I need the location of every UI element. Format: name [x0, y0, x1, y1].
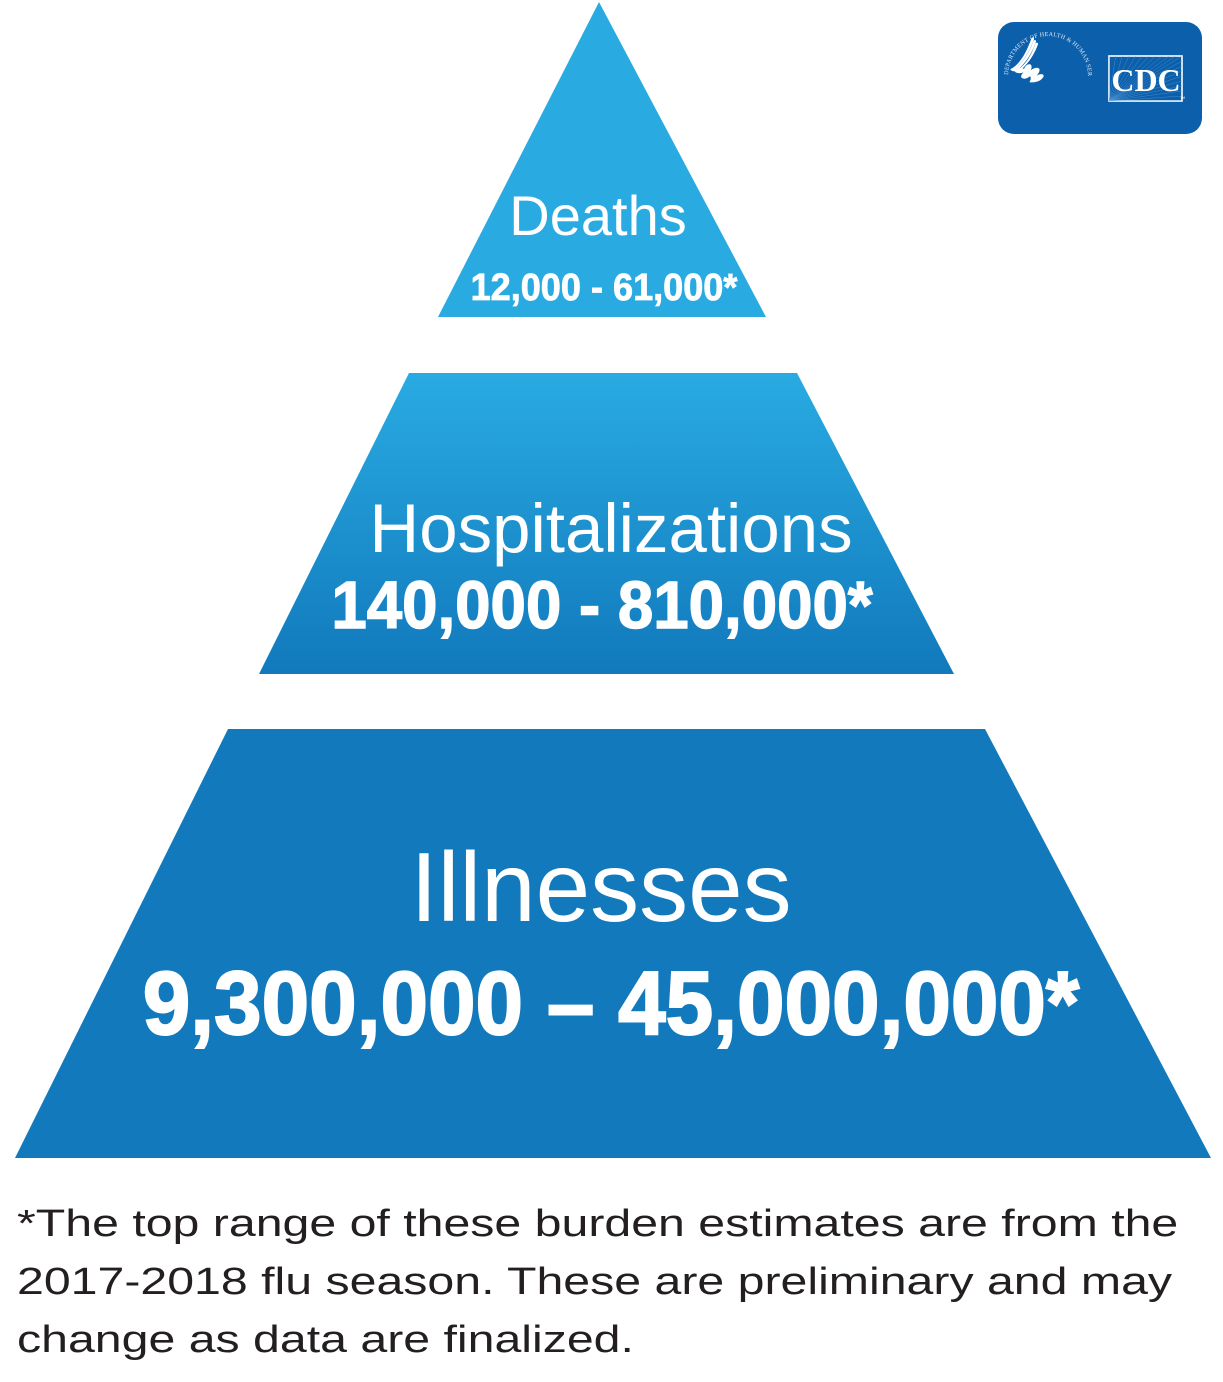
svg-text:12,000 - 61,000*: 12,000 - 61,000* — [471, 265, 738, 308]
svg-text:*The top range of these burden: *The top range of these burden estimates… — [17, 1203, 1178, 1245]
svg-text:2017-2018 flu season. These ar: 2017-2018 flu season. These are prelimin… — [17, 1261, 1172, 1303]
svg-text:9,300,000 – 45,000,000*: 9,300,000 – 45,000,000* — [143, 953, 1080, 1053]
svg-text:change as data are finalized.: change as data are finalized. — [17, 1319, 634, 1361]
svg-text:CDC: CDC — [1111, 62, 1180, 98]
svg-text:140,000 - 810,000*: 140,000 - 810,000* — [331, 568, 873, 643]
svg-text:™: ™ — [1180, 96, 1185, 102]
svg-text:Illnesses: Illnesses — [410, 832, 791, 942]
svg-text:Hospitalizations: Hospitalizations — [369, 490, 852, 567]
svg-text:Deaths: Deaths — [509, 184, 686, 247]
